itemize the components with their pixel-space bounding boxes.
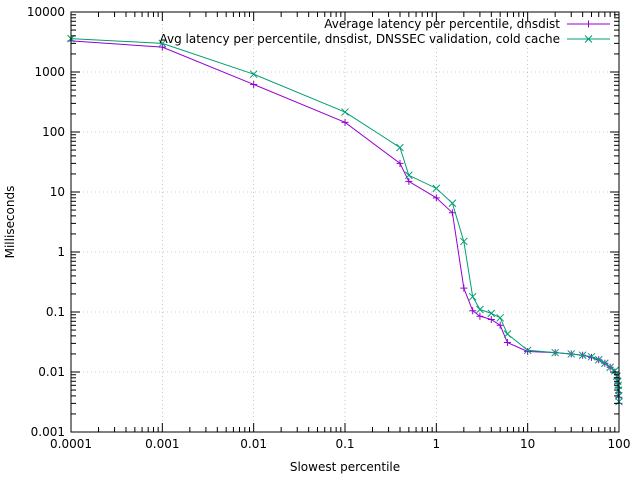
y-tick-label: 0.1: [46, 305, 65, 319]
series-1-point: [496, 321, 504, 329]
series-1-point: [469, 307, 477, 315]
series-2-point: [503, 330, 512, 338]
series-2-point: [578, 351, 587, 360]
series-2-point: [396, 143, 404, 152]
y-axis-label: Milliseconds: [3, 186, 17, 259]
series-2-point: [551, 348, 560, 357]
series-2-point: [523, 346, 532, 355]
y-tick-label: 1000: [34, 65, 65, 79]
series-2-point: [594, 355, 603, 364]
series-1-point: [396, 159, 404, 167]
y-tick-label: 100: [42, 125, 65, 139]
series-1-point: [476, 312, 484, 320]
x-tick-label: 0.001: [145, 437, 179, 451]
ticks: 0.0001 0.001 0.01 0.1 1 10 1000.0010.010.11101…: [27, 5, 631, 451]
x-tick-label: 0.1: [335, 437, 354, 451]
legend-marker-2: [584, 35, 593, 43]
x-tick-label: 10: [520, 437, 535, 451]
series-2-point: [587, 352, 596, 361]
series-2-point: [404, 171, 413, 180]
series-2-point: [448, 199, 457, 208]
series-2-point: [600, 359, 609, 368]
series-2-point: [496, 313, 505, 322]
y-tick-label: 10000: [27, 5, 65, 19]
series-1-point: [405, 177, 413, 185]
series-2-point: [459, 237, 468, 246]
legend: Average latency per percentile, dnsdistA…: [159, 17, 610, 46]
series-2-point: [606, 363, 615, 372]
x-axis-label: Slowest percentile: [290, 460, 400, 474]
y-tick-label: 10: [50, 185, 65, 199]
grid: [71, 12, 619, 432]
y-tick-label: 0.01: [38, 365, 65, 379]
series-2-point: [249, 70, 258, 79]
series-2-point: [341, 108, 349, 116]
series-1-point: [503, 339, 511, 347]
series-1-point: [158, 43, 166, 51]
series-2-point: [158, 39, 167, 48]
series-1-point: [487, 315, 495, 323]
x-tick-label: 0.01: [240, 437, 267, 451]
series-2-point: [476, 305, 484, 314]
legend-marker-1: [585, 20, 592, 28]
series-1-point: [524, 347, 532, 355]
legend-label-2: Avg latency per percentile, dnsdist, DNS…: [159, 32, 560, 46]
series-2-point: [487, 309, 496, 318]
y-tick-label: 1: [57, 245, 65, 259]
series-2-point: [468, 292, 477, 301]
x-tick-label: 0.0001: [50, 437, 92, 451]
series-1-point: [460, 284, 468, 292]
legend-label-1: Average latency per percentile, dnsdist: [324, 17, 560, 31]
series-2-point: [567, 350, 576, 358]
series-1-point: [432, 194, 440, 202]
x-tick-label: 1: [433, 437, 441, 451]
series-1-point: [250, 80, 258, 88]
series-1-point: [341, 118, 349, 126]
series-2-point: [432, 184, 441, 193]
x-tick-label: 100: [608, 437, 631, 451]
series-2-point: [610, 366, 619, 375]
y-tick-label: 0.001: [31, 425, 65, 439]
series-1-point: [448, 209, 456, 217]
